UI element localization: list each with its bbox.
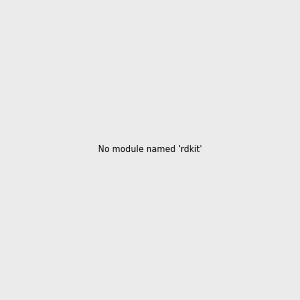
- Text: No module named 'rdkit': No module named 'rdkit': [98, 146, 202, 154]
